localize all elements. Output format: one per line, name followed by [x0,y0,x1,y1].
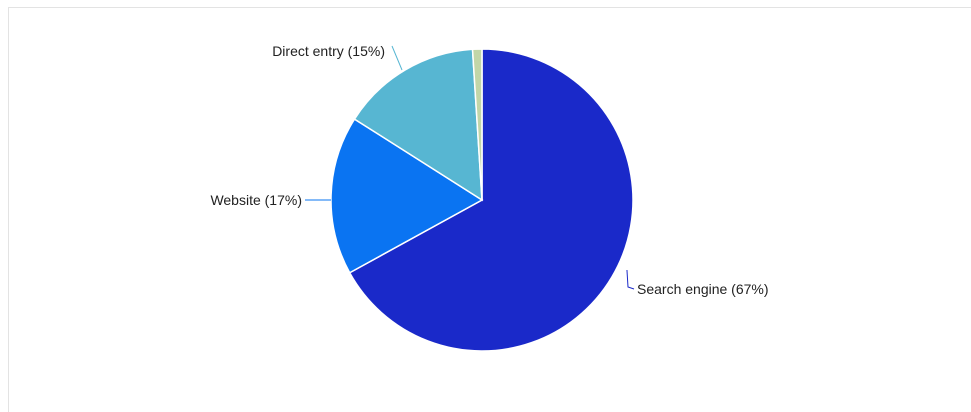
leader-line-0 [626,269,635,290]
slice-label-1: Website (17%) [210,192,302,208]
pie-slice-3 [471,48,483,201]
leader-line-2 [391,45,403,71]
slice-labels: Search engine (67%) Website (17%) Direct e… [210,43,768,297]
slice-label-0: Search engine (67%) [637,281,769,297]
pie-slice-1 [330,118,484,274]
pie-slice-2 [353,48,483,202]
slice-label-2: Direct entry (15%) [272,43,385,59]
pie-slice-0 [348,48,634,352]
leader-lines [305,45,635,290]
pie-slices [330,48,634,352]
